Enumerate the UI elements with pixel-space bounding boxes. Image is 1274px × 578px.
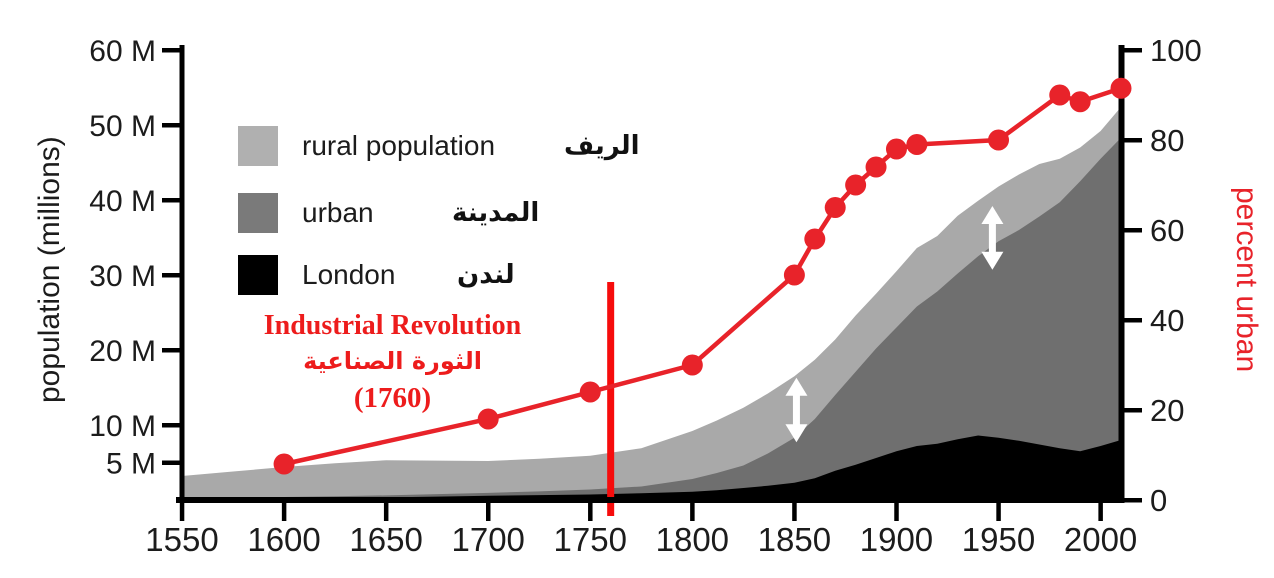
y-left-tick [162, 48, 180, 53]
percent-urban-point [885, 138, 907, 160]
rural-band-arrow-head-up [785, 377, 808, 396]
y-left-tick [162, 460, 180, 465]
legend-label-rural-arabic: الريف [564, 131, 640, 161]
x-tick-label: 1950 [962, 521, 1035, 558]
percent-urban-point [804, 228, 826, 250]
annotation-year: (1760) [353, 382, 432, 414]
y-right-tick [1124, 228, 1142, 233]
y-left-tick [162, 423, 180, 428]
x-tick-label: 2000 [1064, 521, 1137, 558]
percent-urban-point [273, 453, 295, 475]
y-left-tick [162, 273, 180, 278]
x-tick [383, 503, 389, 521]
percent-urban-point [906, 134, 928, 155]
percent-urban-point [865, 156, 887, 178]
percent-urban-point [1069, 91, 1091, 113]
y-right-axis-spine [1118, 45, 1125, 503]
x-tick [1098, 503, 1103, 521]
x-tick [894, 503, 899, 521]
x-tick [690, 503, 695, 521]
y-left-tick [162, 348, 180, 353]
london-area [182, 435, 1121, 500]
rural-band-arrow-head-down [981, 251, 1004, 270]
x-tick [179, 503, 185, 521]
y-left-tick-label: 60 M [89, 35, 156, 68]
x-tick [588, 503, 593, 521]
percent-urban-point [824, 197, 846, 218]
y-right-tick-label: 0 [1150, 483, 1167, 518]
legend-label-urban-arabic: المدينة [452, 198, 540, 228]
legend-item-urban: urban المدينة [238, 182, 640, 244]
legend-item-london: London لندن [238, 244, 640, 306]
x-tick-label: 1900 [860, 521, 933, 558]
y-left-axis-title: population (millions) [33, 136, 66, 404]
y-right-tick [1124, 318, 1142, 323]
legend-label-london-arabic: لندن [457, 260, 515, 290]
y-right-tick [1124, 138, 1142, 143]
rural-swatch-icon [238, 126, 278, 166]
percent-urban-point [477, 408, 499, 430]
legend-item-rural: rural population الريف [238, 110, 640, 182]
percent-urban-point [681, 354, 703, 376]
y-right-axis-title: percent urban [1230, 187, 1263, 373]
x-tick [485, 503, 491, 521]
industrial-revolution-annotation: Industrial Revolution الثورة الصناعية (1… [205, 310, 580, 414]
y-right-tick [1124, 48, 1142, 53]
x-axis-spine [176, 497, 1124, 503]
legend-label-rural: rural population [302, 130, 496, 161]
x-tick-label: 1850 [758, 521, 831, 558]
annotation-title-arabic: الثورة الصناعية [303, 347, 482, 375]
y-right-tick-label: 80 [1150, 123, 1184, 158]
y-left-tick-label: 10 M [89, 410, 156, 443]
y-left-tick-label: 30 M [89, 260, 156, 293]
rural-band-arrow-head-down [785, 424, 808, 443]
legend: rural population الريف urban المدينة Lon… [238, 110, 640, 306]
y-right-tick [1124, 408, 1142, 413]
percent-urban-point [988, 129, 1010, 151]
x-tick-label: 1700 [451, 521, 524, 558]
industrial-revolution-event-line [607, 282, 615, 516]
london-swatch-icon [238, 255, 278, 295]
percent-urban-point [783, 264, 805, 286]
y-right-tick-label: 40 [1150, 303, 1184, 338]
x-tick-label: 1650 [349, 521, 422, 558]
legend-label-london: London [302, 259, 396, 290]
y-right-tick-label: 100 [1150, 33, 1202, 68]
percent-urban-point [1110, 77, 1132, 99]
rural-band-arrow-head-up [981, 206, 1004, 224]
x-tick-label: 1600 [247, 521, 320, 558]
y-left-tick-label: 20 M [89, 335, 156, 368]
x-tick-label: 1550 [145, 521, 218, 558]
y-right-tick-label: 60 [1150, 213, 1184, 248]
y-left-tick [162, 123, 180, 128]
x-tick [792, 503, 797, 521]
annotation-title: Industrial Revolution [263, 310, 522, 341]
y-right-tick [1124, 498, 1142, 503]
urban-area [182, 137, 1121, 500]
y-right-tick-label: 20 [1150, 393, 1184, 428]
percent-urban-point [579, 381, 601, 403]
y-left-tick-label: 40 M [89, 185, 156, 218]
legend-label-urban: urban [302, 197, 374, 228]
percent-urban-point [845, 174, 867, 196]
x-tick [281, 503, 287, 521]
x-tick-label: 1800 [656, 521, 729, 558]
percent-urban-point [1049, 84, 1071, 106]
x-tick [996, 503, 1001, 521]
urban-swatch-icon [238, 193, 278, 233]
y-left-axis-spine [179, 45, 185, 503]
y-left-tick-label: 5 M [106, 448, 156, 481]
y-left-tick [162, 198, 180, 203]
y-left-tick-label: 50 M [89, 110, 156, 143]
x-tick-label: 1750 [554, 521, 627, 558]
